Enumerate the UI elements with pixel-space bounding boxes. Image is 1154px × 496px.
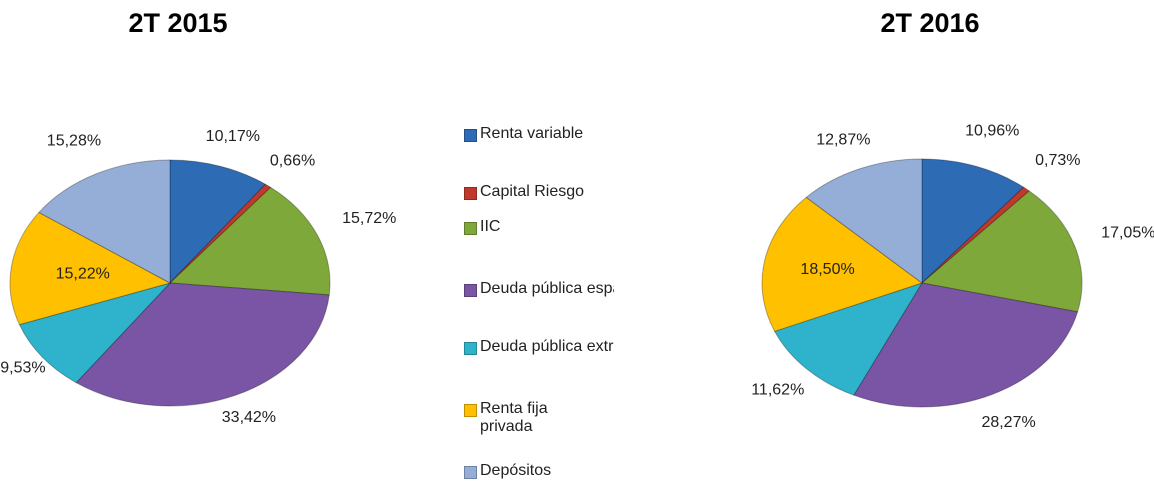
data-label: 18,50%	[800, 261, 854, 278]
data-label: 10,96%	[965, 122, 1019, 139]
legend-swatch	[464, 466, 477, 479]
pie-slice	[169, 183, 272, 284]
pie-slice	[75, 282, 330, 407]
pie-slice	[169, 159, 267, 285]
data-label: 15,72%	[342, 210, 396, 227]
pie-slice	[9, 211, 172, 326]
pie-slice	[18, 282, 172, 384]
legend-entry: Renta variable	[464, 125, 614, 143]
legend-swatch	[464, 129, 477, 142]
pie-slice	[920, 190, 1083, 313]
legend-entry: Deuda pública extranjera	[464, 338, 614, 356]
pie-slice	[921, 186, 1031, 284]
data-label: 12,87%	[816, 132, 870, 149]
legend-label: Deuda pública extranjera	[480, 338, 614, 355]
legend-label: Renta variable	[480, 125, 584, 142]
pie-slice	[805, 158, 923, 284]
pie-slice	[853, 282, 1079, 408]
legend-label: Deuda pública española	[480, 280, 614, 297]
pie-slice	[773, 282, 924, 396]
legend-label: Capital Riesgo	[480, 183, 585, 200]
legend-entry: IIC	[464, 218, 614, 236]
pie-slice	[921, 158, 1025, 285]
legend-entry: Capital Riesgo	[464, 183, 614, 201]
data-label: 15,28%	[47, 132, 101, 149]
data-label: 15,22%	[56, 265, 110, 282]
data-label: 0,73%	[1035, 152, 1080, 169]
legend-label: IIC	[480, 218, 501, 235]
data-label: 9,53%	[0, 359, 45, 376]
data-label: 10,17%	[206, 128, 260, 145]
legend-swatch	[464, 404, 477, 417]
data-label: 33,42%	[222, 409, 276, 426]
chart-title: 2T 2015	[128, 8, 227, 38]
pie-slice	[761, 196, 924, 332]
legend-entry: Depósitos	[464, 462, 614, 480]
legend-entry: Renta fija privada	[464, 400, 614, 436]
legend-swatch	[464, 187, 477, 200]
data-label: 17,05%	[1101, 225, 1154, 242]
legend-swatch	[464, 222, 477, 235]
data-label: 28,27%	[981, 414, 1035, 431]
legend-label: Renta fija privada	[480, 400, 548, 435]
pie-slice	[38, 159, 171, 284]
data-label: 11,62%	[751, 382, 804, 399]
legend-label: Depósitos	[480, 462, 552, 479]
legend-swatch	[464, 284, 477, 297]
legend-swatch	[464, 342, 477, 355]
data-label: 0,66%	[270, 153, 315, 170]
chart-title: 2T 2016	[880, 8, 979, 38]
pie-slice	[168, 186, 331, 296]
legend-entry: Deuda pública española	[464, 280, 614, 298]
